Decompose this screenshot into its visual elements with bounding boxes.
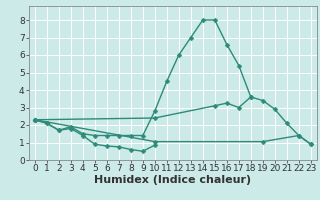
X-axis label: Humidex (Indice chaleur): Humidex (Indice chaleur) xyxy=(94,175,252,185)
